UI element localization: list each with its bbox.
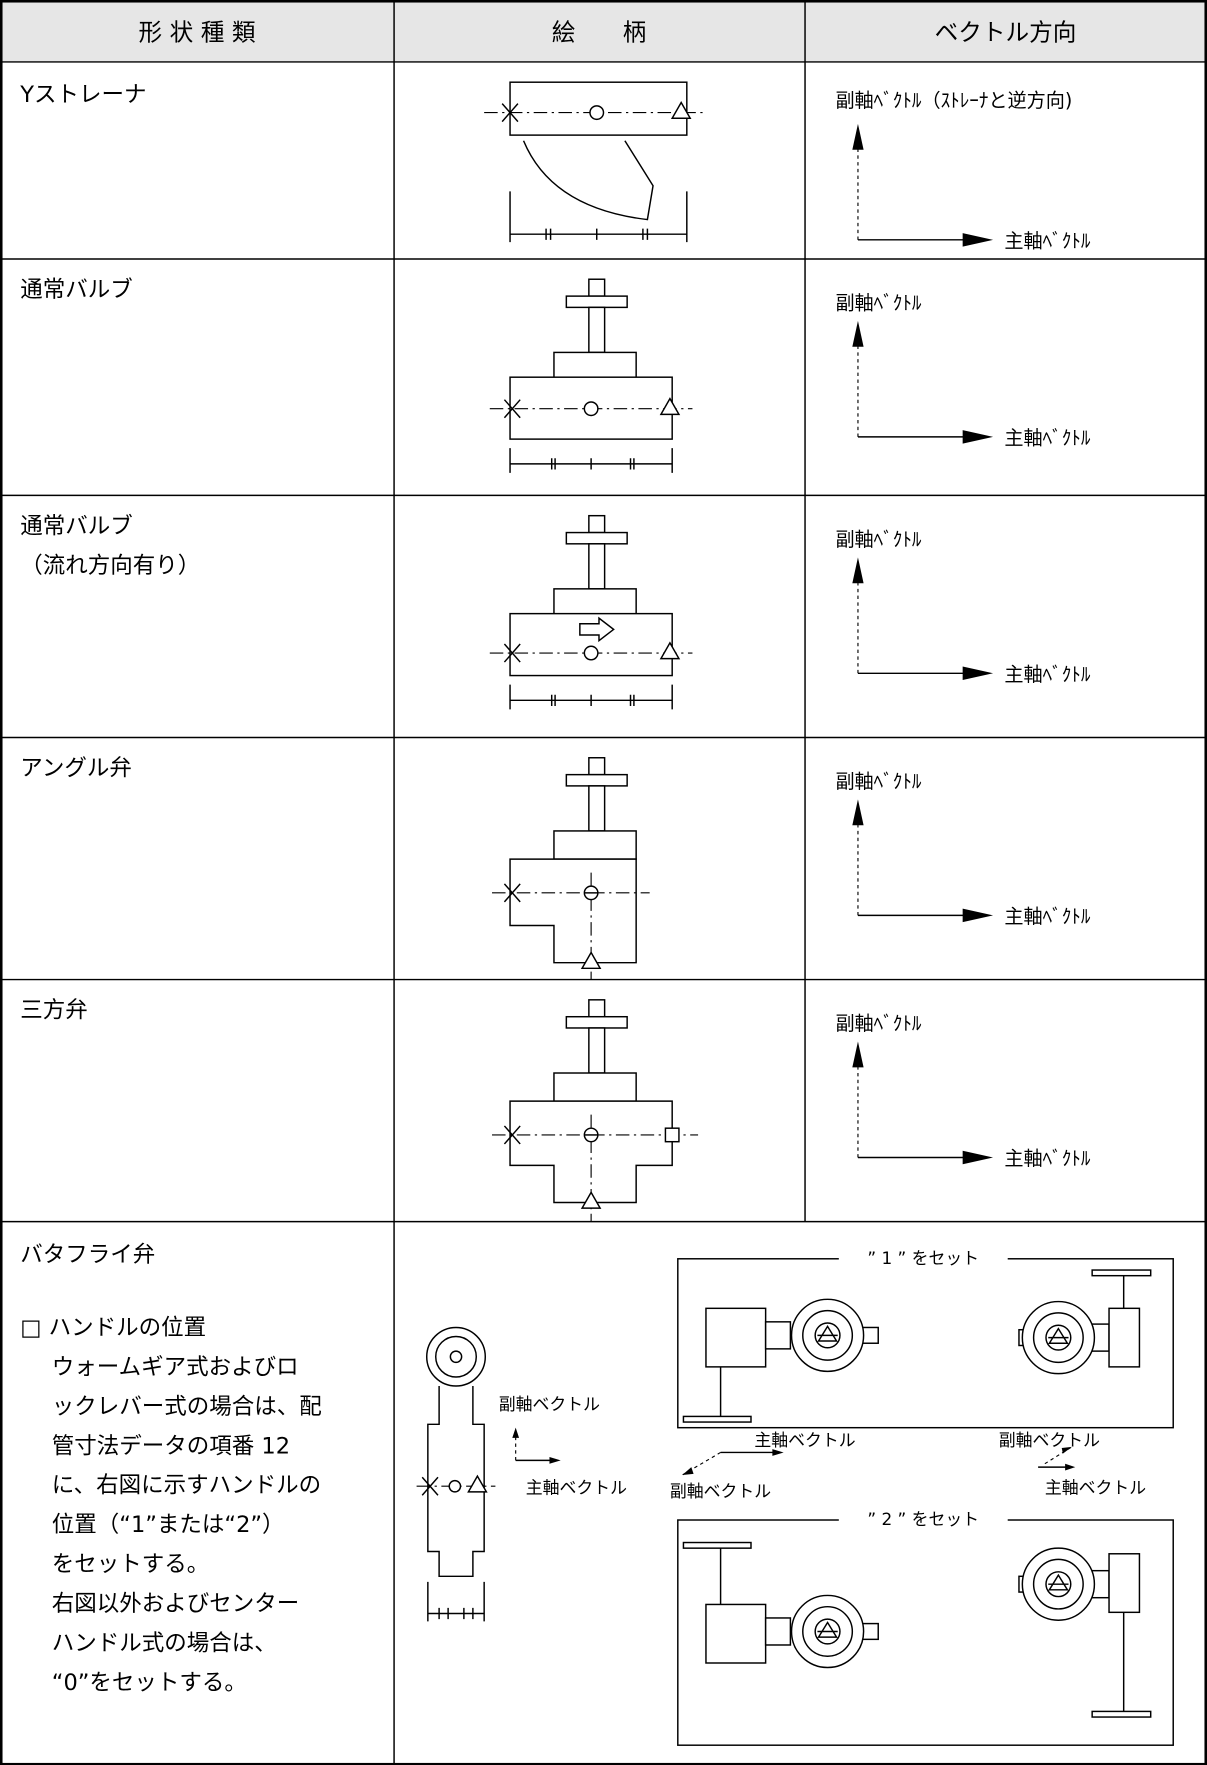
main-vector: 主軸ベクトル — [526, 1477, 627, 1497]
note-line: ックレバー式の場合は、配 — [52, 1394, 322, 1420]
main-vector: 主軸ﾍﾞｸﾄﾙ — [1004, 905, 1090, 928]
header: 絵 柄 — [552, 18, 647, 46]
note-line: □ ハンドルの位置 — [20, 1315, 206, 1341]
note-line: 位置（“1”または“2”） — [52, 1512, 285, 1538]
sub-vector: 副軸ﾍﾞｸﾄﾙ — [835, 292, 921, 315]
header: ベクトル方向 — [935, 18, 1077, 46]
note-line: ウォームギア式およびロ — [52, 1355, 299, 1381]
shape-name: 三方弁 — [20, 998, 88, 1024]
main-vector: 主軸ﾍﾞｸﾄﾙ — [1004, 663, 1090, 686]
shape-note: （流れ方向有り） — [20, 553, 200, 579]
strainer-figure — [484, 81, 704, 243]
shape-name: Yストレーナ — [19, 82, 146, 108]
shape-name: バタフライ弁 — [20, 1242, 155, 1268]
sub-vector: 副軸ベクトル — [999, 1430, 1100, 1450]
note-line: ハンドル式の場合は、 — [52, 1630, 277, 1656]
sub-vector: 副軸ﾍﾞｸﾄﾙ — [835, 770, 921, 793]
note-line: に、右図に示すハンドルの — [52, 1473, 321, 1499]
note-line: “0”をセットする。 — [52, 1670, 247, 1696]
note-line: をセットする。 — [52, 1552, 210, 1578]
sub-vector: 副軸ベクトル — [670, 1481, 771, 1501]
sub-vector: 副軸ﾍﾞｸﾄﾙ（ｽﾄﾚｰﾅと逆方向) — [835, 89, 1072, 112]
header: 形 状 種 類 — [139, 18, 256, 46]
main-vector: 主軸ベクトル — [754, 1430, 855, 1450]
shape-name: 通常バルブ — [20, 513, 133, 539]
valve-figure — [489, 278, 693, 473]
note-line: 右図以外およびセンター — [52, 1591, 300, 1617]
valve-flow-figure — [489, 514, 693, 710]
shape-name: 通常バルブ — [20, 277, 133, 303]
set-label: ” 1 ” をセット — [867, 1248, 979, 1268]
shape-name: アングル弁 — [20, 756, 132, 782]
note: □ ハンドルの位置ウォームギア式およびロックレバー式の場合は、配管寸法データの項… — [20, 1315, 322, 1696]
three-way-valve-figure — [492, 999, 699, 1222]
main-vector: 主軸ﾍﾞｸﾄﾙ — [1004, 230, 1090, 253]
sub-vector: 副軸ベクトル — [499, 1394, 600, 1414]
main-vector: 主軸ﾍﾞｸﾄﾙ — [1004, 1147, 1090, 1170]
main-vector: 主軸ﾍﾞｸﾄﾙ — [1004, 427, 1090, 450]
set-label: ” 2 ” をセット — [867, 1509, 979, 1529]
main-vector: 主軸ベクトル — [1045, 1477, 1146, 1497]
butterfly-figure — [416, 1244, 1174, 1746]
sub-vector: 副軸ﾍﾞｸﾄﾙ — [835, 528, 921, 551]
angle-valve-figure — [492, 757, 650, 980]
sub-vector: 副軸ﾍﾞｸﾄﾙ — [835, 1012, 921, 1035]
note-line: 管寸法データの項番 12 — [52, 1433, 290, 1459]
